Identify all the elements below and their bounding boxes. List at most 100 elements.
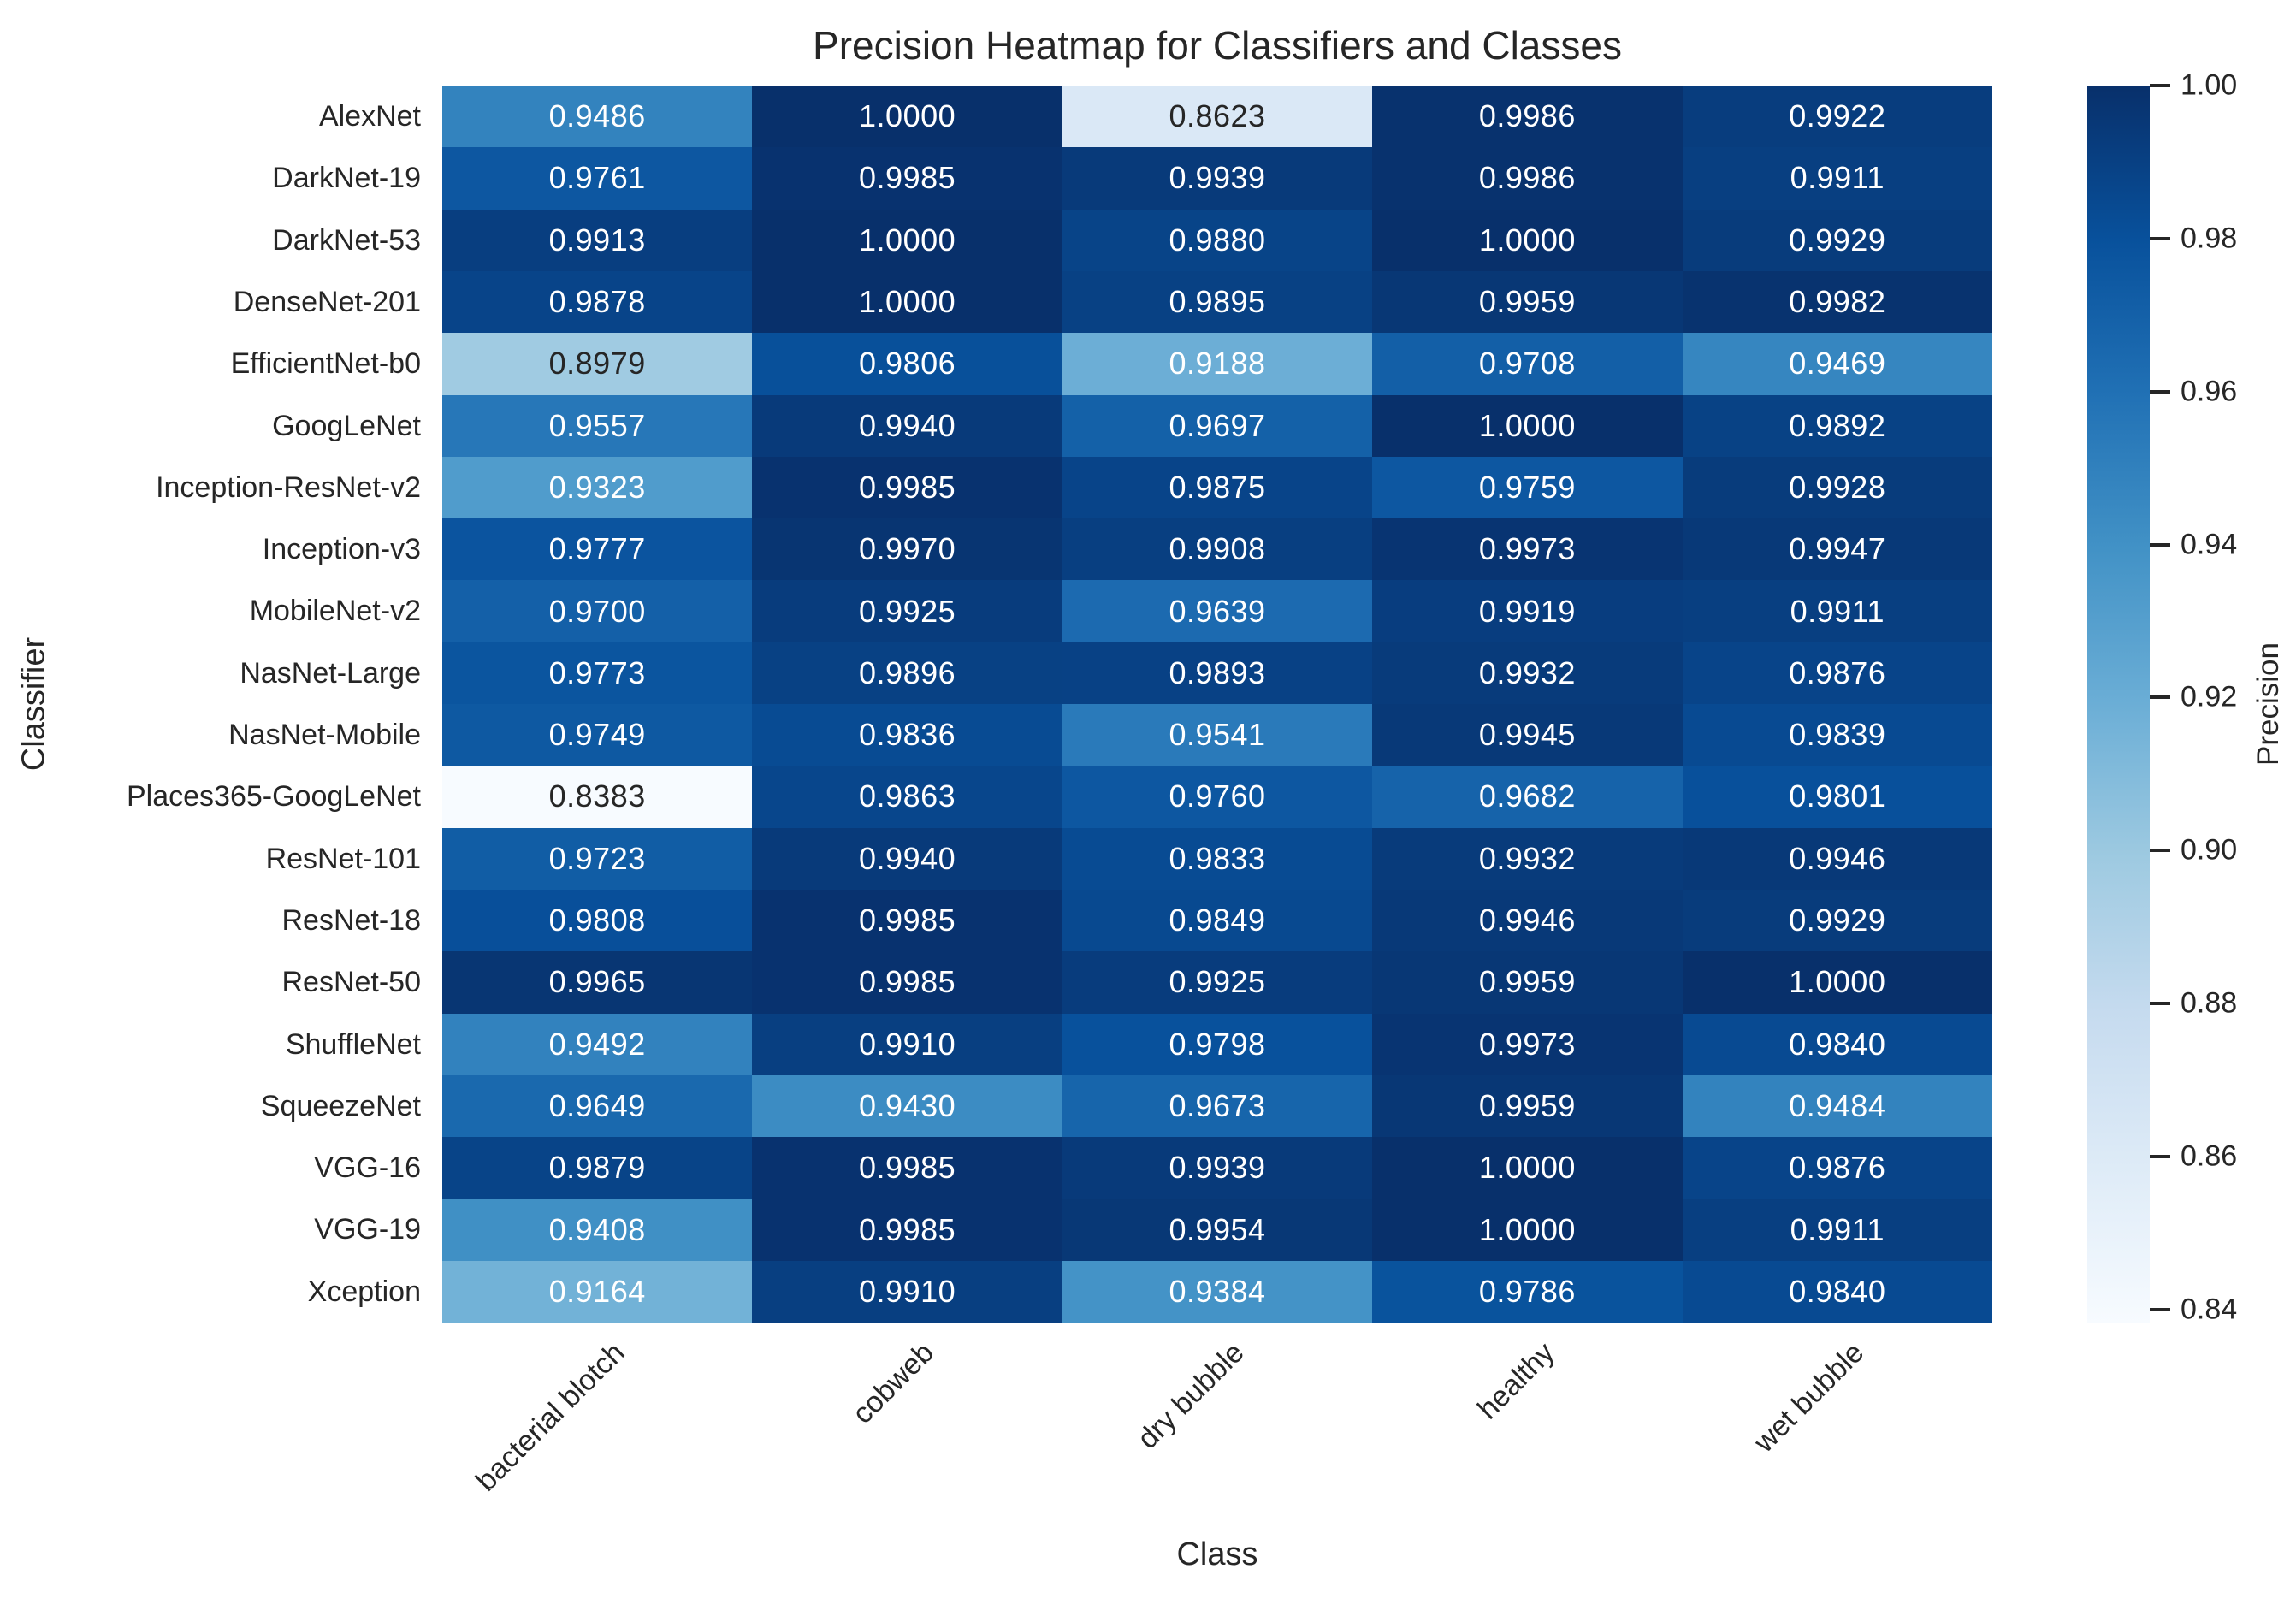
cell-value: 0.9164	[548, 1273, 646, 1309]
heatmap-cell: 0.9929	[1682, 889, 1992, 952]
cell-value: 0.9749	[548, 717, 646, 753]
colorbar	[2087, 86, 2150, 1323]
cell-value: 0.9806	[859, 346, 956, 382]
colorbar-tick-mark	[2150, 1307, 2170, 1311]
heatmap-cell: 0.9925	[1062, 951, 1373, 1014]
cell-value: 0.9954	[1169, 1211, 1266, 1247]
heatmap-cell: 0.9541	[1062, 704, 1373, 766]
cell-value: 0.9982	[1789, 284, 1886, 320]
heatmap-cell: 0.9939	[1062, 1137, 1373, 1199]
cell-value: 0.9986	[1478, 98, 1576, 134]
x-tick-label: wet bubble	[1748, 1336, 1871, 1459]
heatmap-cell: 0.9723	[442, 827, 753, 890]
y-tick-label: ShuffleNet	[285, 1027, 421, 1061]
cell-value: 0.9985	[859, 1150, 956, 1186]
heatmap-cell: 1.0000	[1372, 394, 1683, 457]
cell-value: 0.9876	[1789, 1150, 1886, 1186]
heatmap-cell: 1.0000	[752, 209, 1062, 271]
cell-value: 0.9723	[548, 840, 646, 876]
cell-value: 0.9639	[1169, 593, 1266, 629]
cell-value: 0.9940	[859, 840, 956, 876]
colorbar-tick-mark	[2150, 695, 2170, 700]
y-tick-label: VGG-16	[314, 1151, 421, 1185]
cell-value: 0.9945	[1478, 717, 1576, 753]
heatmap-cell: 0.9840	[1682, 1260, 1992, 1323]
cell-value: 0.9876	[1789, 654, 1886, 690]
cell-value: 0.9947	[1789, 531, 1886, 567]
heatmap-cell: 0.9682	[1372, 766, 1683, 828]
cell-value: 0.9786	[1478, 1273, 1576, 1309]
heatmap-cell: 0.9965	[442, 951, 753, 1014]
cell-value: 0.9895	[1169, 284, 1266, 320]
colorbar-tick-mark	[2150, 542, 2170, 547]
cell-value: 1.0000	[1478, 1211, 1576, 1247]
heatmap-cell: 1.0000	[1372, 1199, 1683, 1261]
cell-value: 0.9798	[1169, 1026, 1266, 1062]
heatmap-cell: 0.8979	[442, 333, 753, 395]
heatmap-cell: 0.9947	[1682, 518, 1992, 581]
heatmap-cell: 1.0000	[1372, 209, 1683, 271]
y-tick-label: NasNet-Mobile	[228, 719, 421, 751]
cell-value: 0.9929	[1789, 903, 1886, 938]
cell-value: 0.9939	[1169, 1150, 1266, 1186]
heatmap-cell: 0.9836	[752, 704, 1062, 766]
cell-value: 0.9892	[1789, 407, 1886, 443]
heatmap-cell: 0.9946	[1682, 827, 1992, 890]
heatmap-cell: 0.9323	[442, 456, 753, 519]
heatmap-cell: 0.9985	[752, 147, 1062, 210]
cell-value: 0.9840	[1789, 1026, 1886, 1062]
cell-value: 0.9849	[1169, 903, 1266, 938]
cell-value: 0.9919	[1478, 593, 1576, 629]
cell-value: 0.9932	[1478, 654, 1576, 690]
heatmap-cell: 0.9946	[1372, 889, 1683, 952]
cell-value: 0.9557	[548, 407, 646, 443]
y-tick-label: GoogLeNet	[272, 409, 421, 442]
cell-value: 0.8383	[548, 778, 646, 814]
colorbar-tick-label: 0.92	[2181, 680, 2238, 713]
heatmap-cell: 0.9893	[1062, 642, 1373, 704]
heatmap-cell: 0.9786	[1372, 1260, 1683, 1323]
heatmap-cell: 0.9973	[1372, 1013, 1683, 1075]
cell-value: 0.9910	[859, 1273, 956, 1309]
cell-value: 0.9469	[1789, 346, 1886, 382]
cell-value: 0.9188	[1169, 346, 1266, 382]
cell-value: 0.9430	[859, 1087, 956, 1123]
heatmap-cell: 0.9798	[1062, 1013, 1373, 1075]
cell-value: 0.9970	[859, 531, 956, 567]
heatmap-cell: 0.9985	[752, 1199, 1062, 1261]
cell-value: 1.0000	[859, 222, 956, 257]
cell-value: 0.9808	[548, 903, 646, 938]
heatmap-cell: 0.8623	[1062, 86, 1373, 148]
heatmap-cell: 0.9985	[752, 889, 1062, 952]
x-axis-title: Class	[1176, 1536, 1258, 1572]
heatmap-cell: 0.9879	[442, 1137, 753, 1199]
y-tick-label: Xception	[307, 1275, 421, 1308]
heatmap-cell: 0.9649	[442, 1074, 753, 1138]
y-tick-label: VGG-19	[314, 1213, 421, 1246]
cell-value: 0.9932	[1478, 840, 1576, 876]
heatmap-cell: 0.9919	[1372, 580, 1683, 642]
heatmap-cell: 0.9910	[752, 1013, 1062, 1075]
heatmap-cell: 0.9863	[752, 766, 1062, 828]
heatmap-cell: 0.9833	[1062, 827, 1373, 890]
heatmap-cell: 0.9940	[752, 827, 1062, 890]
colorbar-title: Precision	[2252, 642, 2285, 766]
cell-value: 0.9323	[548, 469, 646, 505]
heatmap-cell: 0.9759	[1372, 456, 1683, 519]
heatmap-cell: 0.9932	[1372, 642, 1683, 704]
heatmap-cell: 0.9761	[442, 147, 753, 210]
colorbar-tick-mark	[2150, 389, 2170, 394]
heatmap-cell: 0.9469	[1682, 333, 1992, 395]
cell-value: 0.9911	[1790, 160, 1885, 196]
y-tick-label: Inception-ResNet-v2	[156, 471, 421, 504]
heatmap-cell: 0.9801	[1682, 766, 1992, 828]
heatmap-cell: 0.9773	[442, 642, 753, 704]
cell-value: 0.9925	[859, 593, 956, 629]
cell-value: 0.9985	[859, 1211, 956, 1247]
x-tick-label: healthy	[1471, 1336, 1561, 1426]
colorbar-tick-mark	[2150, 849, 2170, 853]
heatmap-cell: 0.9985	[752, 951, 1062, 1014]
cell-value: 0.9879	[548, 1150, 646, 1186]
heatmap-cell: 0.9484	[1682, 1074, 1992, 1138]
